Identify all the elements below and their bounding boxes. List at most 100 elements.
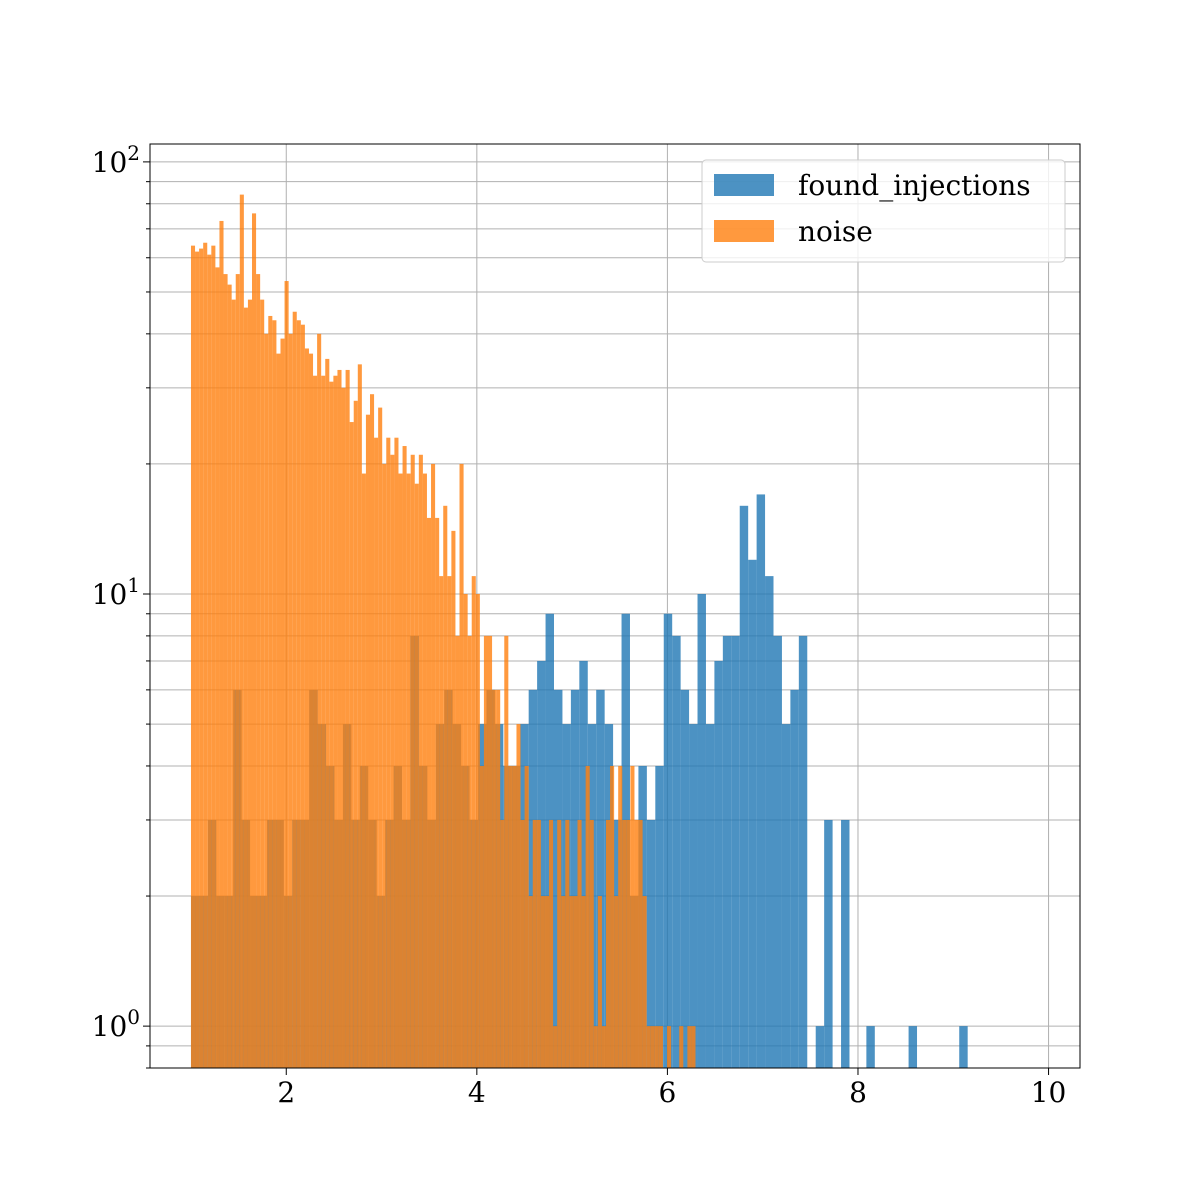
- histogram-bar: [508, 765, 513, 1068]
- histogram-bar: [422, 473, 427, 1068]
- histogram-bar: [349, 422, 354, 1069]
- histogram-bar: [374, 437, 379, 1069]
- histogram-bar: [622, 819, 627, 1068]
- histogram-bar: [313, 375, 318, 1069]
- histogram-bar: [579, 660, 588, 1068]
- histogram-bar: [227, 284, 232, 1069]
- histogram-bar: [650, 1026, 655, 1068]
- histogram-bar: [487, 635, 493, 1068]
- histogram-bar: [570, 689, 580, 1068]
- histogram-bar: [687, 1026, 692, 1068]
- histogram-bar: [337, 369, 342, 1068]
- histogram-bar: [276, 353, 281, 1068]
- histogram-bar: [308, 353, 314, 1068]
- histogram-bar: [667, 1026, 672, 1068]
- histogram-bar: [765, 576, 774, 1068]
- histogram-bar: [483, 635, 488, 1068]
- histogram-bar: [561, 896, 566, 1068]
- axes-frame: [149, 143, 1081, 1069]
- histogram-bar: [573, 896, 578, 1068]
- histogram-bar: [756, 494, 766, 1069]
- histogram-bar: [435, 517, 440, 1068]
- x-tick-label: 6: [658, 1076, 676, 1109]
- histogram-bar: [398, 473, 403, 1068]
- histogram-bar: [605, 819, 611, 1068]
- histogram-bar: [824, 819, 833, 1068]
- histogram-bar: [614, 896, 619, 1068]
- histogram-bar: [272, 320, 277, 1068]
- histogram-bar: [296, 320, 301, 1068]
- histogram-bar: [357, 364, 362, 1068]
- histogram-bar: [211, 245, 216, 1068]
- histogram-bar: [479, 765, 484, 1068]
- histogram-bar: [203, 242, 208, 1069]
- histogram-bar: [714, 660, 723, 1068]
- histogram-bar: [790, 689, 799, 1068]
- histogram-bar: [654, 1026, 659, 1068]
- histogram-bar: [705, 724, 715, 1068]
- histogram-bar: [581, 896, 586, 1068]
- histogram-bar: [634, 819, 639, 1068]
- histogram-bar: [610, 765, 615, 1068]
- histogram-bar: [781, 724, 791, 1068]
- histogram-bar: [655, 765, 664, 1068]
- histogram-bar: [284, 281, 289, 1069]
- histogram-bar: [300, 324, 305, 1068]
- histogram-bar: [601, 1026, 606, 1068]
- histogram-bar: [959, 1026, 968, 1068]
- bars: [190, 194, 968, 1069]
- histogram-bar: [630, 765, 635, 1068]
- histogram-bar: [447, 576, 452, 1068]
- histogram-bar: [537, 660, 546, 1068]
- histogram-bar: [243, 307, 248, 1068]
- histogram-bar: [329, 381, 334, 1068]
- histogram-bar: [215, 267, 220, 1068]
- series-noise: [190, 194, 696, 1069]
- histogram-bar: [731, 635, 740, 1068]
- histogram-bar: [252, 213, 257, 1069]
- legend-swatch-noise: [714, 220, 774, 242]
- histogram-bar: [467, 635, 472, 1068]
- histogram-bar: [496, 689, 501, 1068]
- histogram-bar: [866, 1026, 875, 1068]
- histogram-bar: [414, 483, 419, 1068]
- histogram-bar: [532, 819, 537, 1068]
- histogram-bar: [353, 400, 358, 1068]
- histogram-bar: [908, 1026, 918, 1068]
- histogram-bar: [439, 576, 444, 1068]
- histogram-bar: [369, 394, 375, 1068]
- histogram-bar: [536, 819, 541, 1068]
- legend-label-found-injections: found_injections: [798, 169, 1031, 202]
- histogram-bar: [321, 375, 326, 1069]
- histogram-bar: [646, 1026, 651, 1068]
- histogram-bar: [317, 333, 322, 1068]
- legend-swatch-found-injections: [714, 174, 774, 196]
- histogram-bar: [451, 530, 456, 1068]
- histogram-bar: [378, 407, 383, 1068]
- histogram-bar: [264, 333, 269, 1068]
- histogram-bar: [268, 315, 273, 1068]
- histogram-bar: [459, 463, 464, 1069]
- histogram-bar: [195, 251, 200, 1069]
- x-tick-label: 8: [849, 1076, 867, 1109]
- histogram-bar: [524, 765, 529, 1068]
- histogram-bar: [512, 765, 517, 1068]
- histogram-bar: [520, 819, 525, 1068]
- x-tick-label: 4: [468, 1076, 486, 1109]
- histogram-bar: [260, 299, 265, 1069]
- histogram-bar: [406, 473, 411, 1068]
- histogram-bar: [207, 254, 212, 1068]
- histogram-bar: [646, 819, 656, 1068]
- histogram-bar: [280, 338, 285, 1068]
- y-tick-label: 100: [92, 1005, 140, 1043]
- histogram-bar: [504, 635, 509, 1068]
- histogram-bar: [426, 517, 432, 1068]
- histogram-bar: [589, 819, 594, 1068]
- histogram-bar: [672, 635, 681, 1068]
- histogram-bar: [841, 819, 850, 1068]
- histogram-bar: [199, 248, 204, 1068]
- histogram-bar: [402, 446, 407, 1068]
- histogram-bar: [593, 1026, 598, 1068]
- histogram-bar: [680, 689, 690, 1068]
